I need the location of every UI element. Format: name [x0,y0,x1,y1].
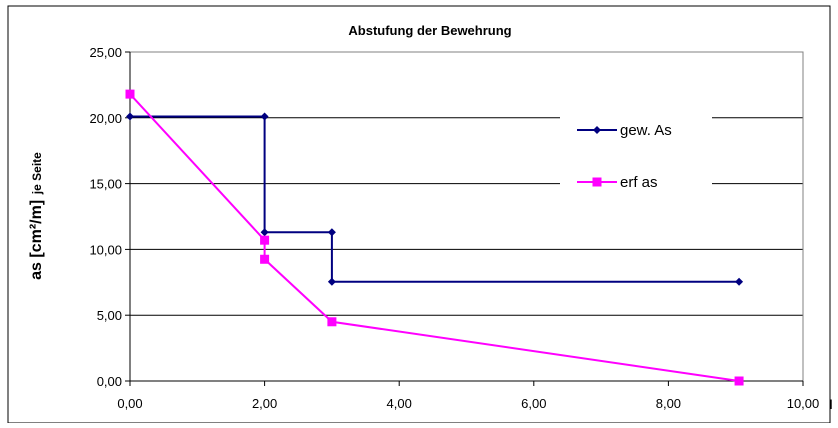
data-point [125,89,135,99]
y-tick-label: 25,00 [89,45,122,60]
legend-item: gew. As [560,117,712,143]
data-point [126,112,134,121]
data-point [260,254,270,264]
data-point [734,376,744,386]
legend-label: gew. As [620,122,672,139]
x-tick-label: 2,00 [252,396,277,411]
svg-text:as [cm²/m] je Seite: as [cm²/m] je Seite [28,152,45,280]
x-tick-label: 6,00 [521,396,546,411]
data-point [260,228,269,237]
series [125,89,744,386]
series-1 [126,112,744,286]
y-tick-label: 10,00 [89,242,122,257]
y-tick-label: 0,00 [97,374,122,389]
legend: gew. As erf as [560,117,712,195]
y-tick-label: 5,00 [97,308,122,323]
x-tick-label: 0,00 [117,396,142,411]
series-2 [125,89,744,386]
data-point [327,317,337,327]
legend-marker [593,126,601,134]
x-axis-title: l [829,397,833,412]
legend-marker [592,177,602,187]
x-tick-label: 10,00 [787,396,820,411]
series-line [130,115,740,283]
data-point [260,235,270,245]
data-point [327,228,336,237]
y-axis-title: as [cm²/m] je Seite [28,152,45,280]
data-point [260,112,269,121]
axes: 0,00 5,00 10,00 15,00 20,00 25,00 0,00 2,00 4,00… [89,45,819,411]
chart-title: Abstufung der Bewehrung [348,23,511,38]
data-point [735,277,744,286]
legend-item: erf as [560,169,712,195]
data-point [327,277,336,286]
y-axis-title-suffix: je Seite [30,152,44,195]
legend-label: erf as [620,174,658,191]
y-tick-label: 15,00 [89,177,122,192]
x-tick-label: 4,00 [387,396,412,411]
x-tick-label: 8,00 [656,396,681,411]
y-axis-title-main: as [cm²/m] [28,200,45,280]
chart-border [7,5,831,424]
y-tick-label: 20,00 [89,111,122,126]
